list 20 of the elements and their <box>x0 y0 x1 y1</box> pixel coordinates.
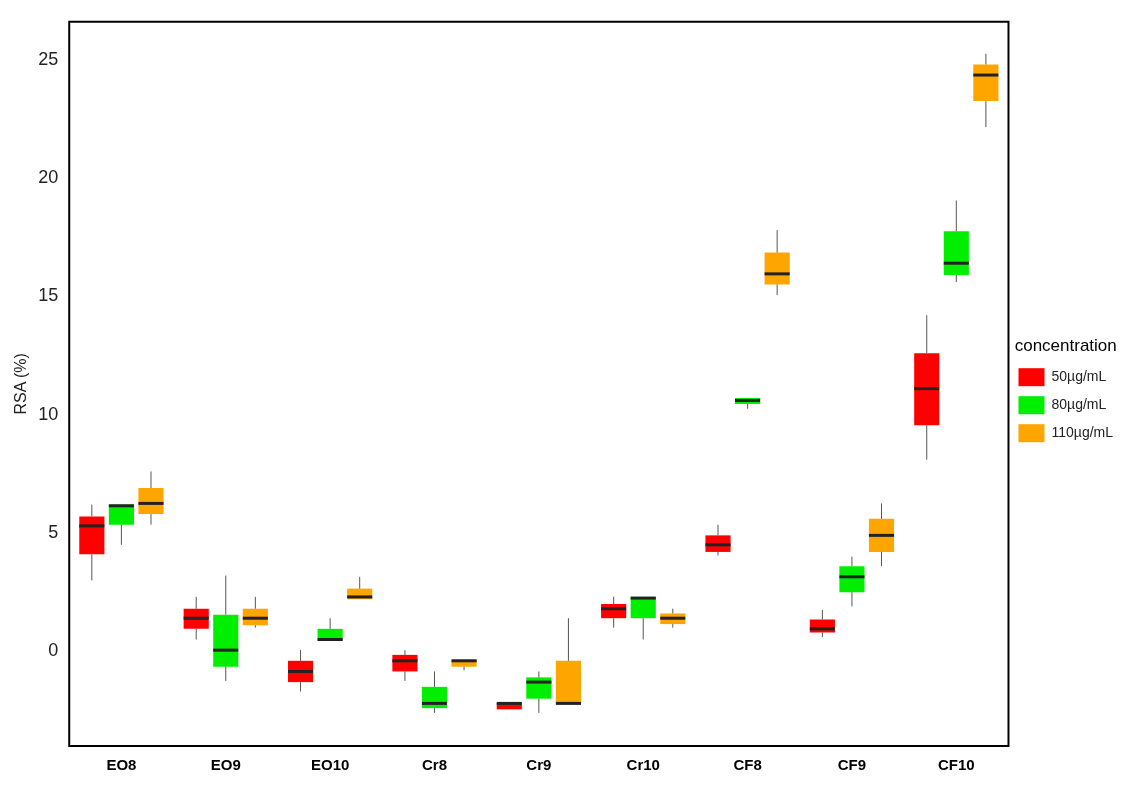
x-tick-label: Cr9 <box>526 756 552 774</box>
y-tick-label: 25 <box>38 48 59 69</box>
legend-label: 110µg/mL <box>1051 424 1114 441</box>
y-tick-label: 0 <box>48 640 59 661</box>
legend-label: 50µg/mL <box>1051 368 1107 385</box>
x-tick-label: EO9 <box>210 756 241 774</box>
legend-title: concentration <box>1014 335 1117 355</box>
x-tick-label: Cr10 <box>626 756 660 774</box>
y-tick-label: 15 <box>38 285 59 306</box>
x-tick-label: EO8 <box>106 756 137 774</box>
x-tick-label: CF9 <box>837 756 867 774</box>
y-tick-label: 5 <box>48 521 59 542</box>
x-tick-label: CF10 <box>937 756 975 774</box>
x-tick-label: CF8 <box>733 756 762 774</box>
legend-label: 80µg/mL <box>1051 396 1107 413</box>
x-tick-label: EO10 <box>310 756 350 774</box>
y-tick-label: 20 <box>38 166 59 187</box>
y-tick-label: 10 <box>38 403 59 424</box>
x-tick-label: Cr8 <box>421 756 447 774</box>
y-axis-title: RSA (%) <box>12 353 30 415</box>
